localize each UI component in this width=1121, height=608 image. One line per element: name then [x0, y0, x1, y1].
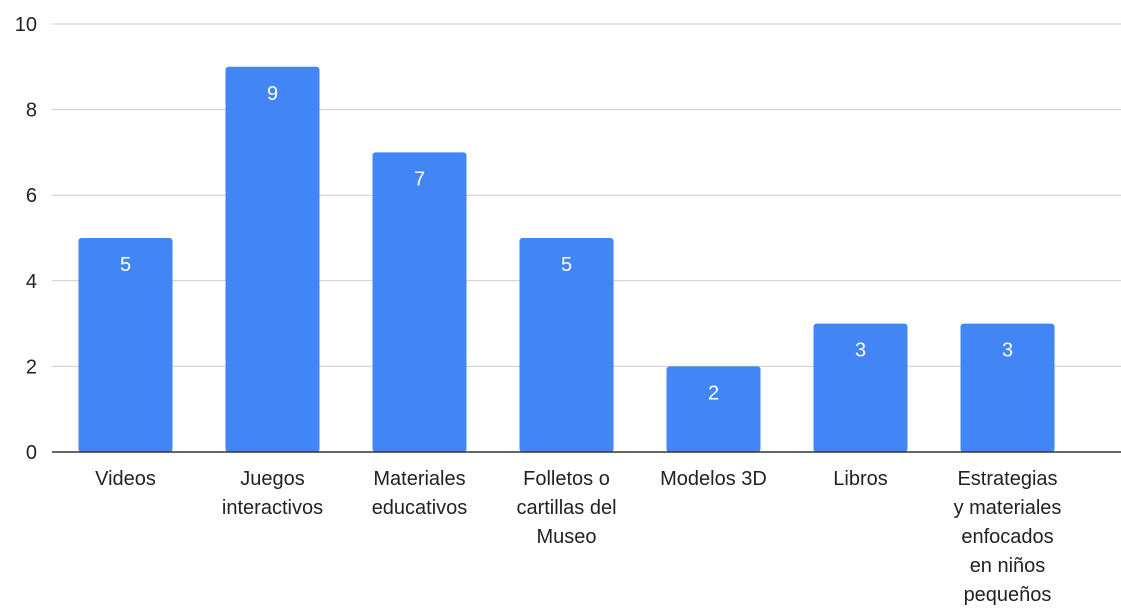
- bar: [78, 238, 173, 452]
- bar-value-label: 5: [561, 254, 572, 276]
- bar-value-label: 9: [267, 83, 278, 105]
- x-category-label: Videos: [95, 468, 156, 490]
- x-category-label: Folletos o cartillas del Museo: [516, 468, 616, 548]
- x-category-line: pequeños: [964, 584, 1052, 606]
- bar-value-label: 3: [1002, 340, 1013, 362]
- bar: [666, 366, 761, 452]
- bar: [225, 66, 320, 453]
- x-category-line: educativos: [372, 497, 468, 519]
- bar: [372, 152, 467, 452]
- x-category-line: Folletos o: [523, 468, 610, 490]
- bar-value-label: 2: [708, 382, 719, 404]
- x-category-line: Videos: [95, 468, 156, 490]
- y-tick-label: 0: [26, 442, 37, 464]
- y-tick-label: 8: [26, 100, 37, 122]
- y-tick-label: 4: [26, 271, 37, 293]
- x-category-label: Libros: [833, 468, 887, 490]
- x-category-label: Estrategias y materiales enfocados en niños…: [954, 468, 1062, 606]
- x-category-line: Estrategias: [957, 468, 1057, 490]
- bar-value-label: 3: [855, 340, 866, 362]
- x-category-line: Museo: [536, 526, 596, 548]
- x-category-label: Modelos 3D: [660, 468, 767, 490]
- y-axis-ticks: 0 2 4 6 8 10: [15, 14, 37, 464]
- x-category-line: Juegos: [240, 468, 305, 490]
- bar-value-label: 5: [120, 254, 131, 276]
- bar: [519, 238, 614, 452]
- x-category-label: Materiales educativos: [372, 468, 468, 519]
- y-tick-label: 6: [26, 185, 37, 207]
- bar-value-label: 7: [414, 168, 425, 190]
- x-category-line: Materiales: [373, 468, 465, 490]
- x-category-line: Libros: [833, 468, 887, 490]
- data-labels: 5 9 7 5 2 3 3: [120, 83, 1013, 405]
- y-tick-label: 10: [15, 14, 37, 36]
- bars: [78, 66, 1055, 453]
- x-category-line: y materiales: [954, 497, 1062, 519]
- bar: [813, 323, 908, 452]
- x-category-line: en niños: [970, 555, 1046, 577]
- x-category-line: enfocados: [961, 526, 1053, 548]
- x-category-line: cartillas del: [516, 497, 616, 519]
- bar: [960, 323, 1055, 452]
- x-axis-categories: Videos Juegos interactivos Materiales educat…: [95, 468, 1061, 606]
- x-category-line: interactivos: [222, 497, 323, 519]
- x-category-line: Modelos 3D: [660, 468, 767, 490]
- y-tick-label: 2: [26, 356, 37, 378]
- x-category-label: Juegos interactivos: [222, 468, 323, 519]
